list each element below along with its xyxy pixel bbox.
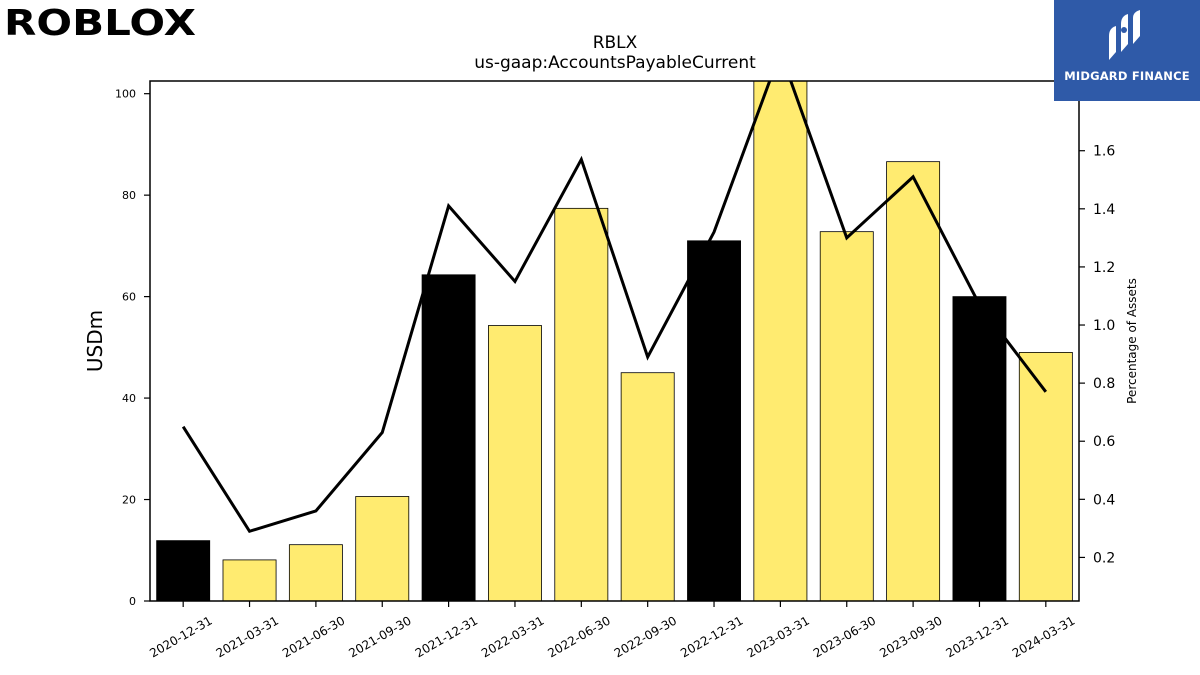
- x-tick-label: 2022-12-31: [678, 613, 745, 660]
- y-axis-left: 0 20 40 60 80 100: [115, 88, 150, 608]
- x-tick-label: 2024-03-31: [1010, 613, 1077, 660]
- chart-title: RBLX: [593, 33, 638, 53]
- x-tick-label: 2023-12-31: [944, 613, 1011, 660]
- midgard-m-icon: [1109, 10, 1140, 60]
- x-tick-label: 2021-12-31: [413, 613, 480, 660]
- y-tick-label: 0: [129, 595, 136, 608]
- bar-2022-03-31: [488, 325, 542, 602]
- bar-2021-06-30: [288, 544, 343, 602]
- y2-tick-label: 1.6: [1093, 144, 1115, 160]
- y2-tick-label: 1.0: [1093, 318, 1115, 334]
- x-tick-label: 2020-12-31: [147, 613, 214, 660]
- y-tick-label: 80: [122, 189, 136, 202]
- x-tick-label: 2021-06-30: [280, 613, 347, 660]
- y-axis-label: USDm: [83, 310, 107, 372]
- x-axis: 2020-12-312021-03-312021-06-302021-09-30…: [147, 601, 1077, 660]
- x-tick-label: 2022-03-31: [479, 613, 546, 660]
- bar-2023-06-30: [819, 231, 874, 602]
- bar-2023-09-30: [886, 161, 941, 602]
- x-tick-label: 2022-09-30: [612, 613, 679, 660]
- y-tick-label: 60: [122, 291, 136, 304]
- bar-2021-09-30: [355, 496, 410, 602]
- bar-2023-12-31: [952, 296, 1007, 602]
- x-tick-label: 2023-06-30: [811, 613, 878, 660]
- y-tick-label: 100: [115, 88, 136, 101]
- bar-2022-09-30: [620, 372, 675, 602]
- y2-tick-label: 0.2: [1093, 550, 1115, 566]
- bar-layer: [156, 80, 1073, 602]
- y-tick-label: 20: [122, 494, 136, 507]
- x-tick-label: 2023-03-31: [744, 613, 811, 660]
- line-layer: [181, 81, 1048, 534]
- y-axis-right: 0.2 0.4 0.6 0.8 1.0 1.2 1.4 1.6: [1079, 144, 1115, 566]
- midgard-finance-logo: MIDGARD FINANCE: [1054, 0, 1200, 101]
- x-tick-label: 2022-06-30: [545, 613, 612, 660]
- plot-frame: [149, 80, 1080, 602]
- bar-2022-06-30: [554, 207, 609, 602]
- y2-tick-label: 0.4: [1093, 492, 1115, 508]
- x-tick-label: 2021-03-31: [214, 613, 281, 660]
- x-tick-label: 2021-09-30: [346, 613, 413, 660]
- roblox-logo: ROBLOX: [4, 3, 200, 44]
- bar-2023-03-31: [753, 80, 808, 602]
- y2-tick-label: 0.6: [1093, 434, 1115, 450]
- bar-2021-12-31: [421, 274, 476, 602]
- percentage-line: [181, 81, 1048, 534]
- y2-tick-label: 1.2: [1093, 260, 1115, 276]
- x-tick-label: 2023-09-30: [877, 613, 944, 660]
- y2-axis-label: Percentage of Assets: [1125, 278, 1139, 404]
- bar-2021-03-31: [222, 559, 277, 602]
- bar-2022-12-31: [687, 240, 741, 602]
- y-tick-label: 40: [122, 392, 136, 405]
- roblox-logo-text: ROBLOX: [4, 4, 196, 40]
- midgard-finance-logo-text: MIDGARD FINANCE: [1064, 69, 1190, 83]
- chart-subtitle: us-gaap:AccountsPayableCurrent: [474, 53, 756, 73]
- y2-tick-label: 0.8: [1093, 376, 1115, 392]
- bar-2024-03-31: [1018, 352, 1073, 602]
- bar-2020-12-31: [156, 540, 211, 602]
- y2-tick-label: 1.4: [1093, 202, 1115, 218]
